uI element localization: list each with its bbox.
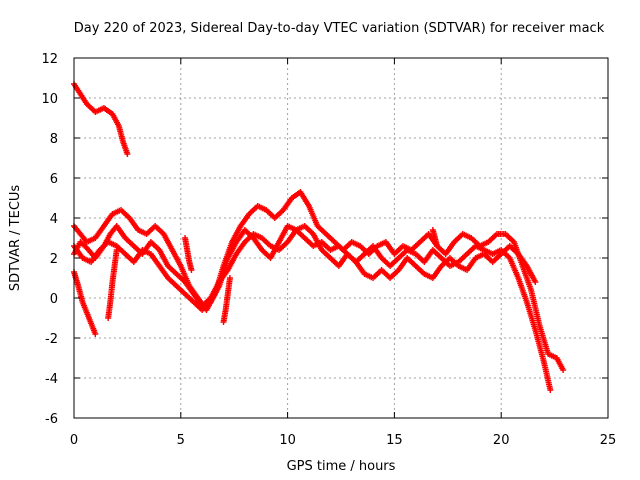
y-tick-label: 12 [41,52,58,67]
data-point [188,267,195,273]
y-axis-label: SDTVAR / TECUs [8,185,23,292]
data-point [124,151,131,157]
data-point [113,247,120,253]
x-tick-label: 20 [493,433,510,448]
grid [74,58,608,418]
series-arc-g [182,235,195,273]
series-arc-e [71,223,539,313]
series-arc-i [429,227,441,249]
series-arc-d [71,189,567,373]
y-tick-label: 2 [50,252,58,267]
data-point [92,331,99,337]
plot-frame [73,57,609,419]
axis-ticks: 0 5 10 15 20 25 -6 -4 -2 0 2 4 6 8 10 12 [41,52,616,448]
data-point [226,275,233,281]
data-points [71,81,567,393]
data-point [434,243,441,249]
y-tick-label: 4 [50,212,58,227]
series-arc-b [71,269,99,337]
series-arc-c [71,223,554,393]
y-tick-label: -6 [45,412,58,427]
chart-title: Day 220 of 2023, Sidereal Day-to-day VTE… [74,21,605,36]
y-tick-label: -4 [45,372,58,387]
x-tick-label: 25 [600,433,617,448]
y-tick-label: 0 [50,292,58,307]
data-point [547,387,554,393]
x-tick-label: 15 [386,433,403,448]
data-point [532,279,539,285]
x-axis-label: GPS time / hours [287,459,396,474]
series-arc-f [105,247,120,321]
x-tick-label: 0 [70,433,78,448]
x-tick-label: 5 [177,433,185,448]
y-tick-label: 8 [50,132,58,147]
series-arc-h [220,275,233,325]
y-tick-label: -2 [45,332,58,347]
data-point [560,367,567,373]
x-tick-label: 10 [279,433,296,448]
series-arc-a [71,81,131,157]
y-tick-label: 6 [50,172,58,187]
y-tick-label: 10 [41,92,58,107]
